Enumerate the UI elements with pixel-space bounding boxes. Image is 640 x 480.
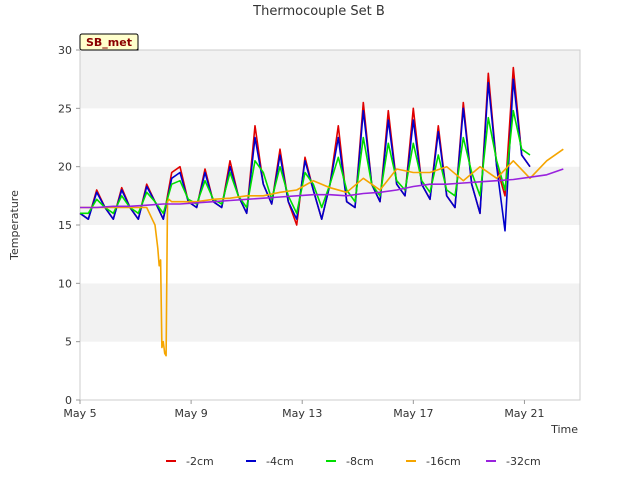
y-axis-label: Temperature xyxy=(8,190,21,261)
background-bands xyxy=(80,50,580,400)
x-tick-label-4: May 21 xyxy=(504,407,544,420)
x-axis-label: Time xyxy=(550,423,578,436)
chart-title: Thermocouple Set B xyxy=(252,4,385,19)
series-lines xyxy=(79,66,564,357)
legend-label-4: -32cm xyxy=(506,455,541,468)
y-tick-label-25: 25 xyxy=(58,102,72,115)
y-tick-label-5: 5 xyxy=(65,336,72,349)
y-axis-ticks: 0 5 10 15 20 25 30 xyxy=(58,44,80,407)
band-0 xyxy=(80,341,580,400)
legend-label-1: -4cm xyxy=(266,455,294,468)
band-20 xyxy=(80,108,580,167)
x-tick-label-3: May 17 xyxy=(393,407,433,420)
band-5 xyxy=(80,283,580,342)
x-tick-label-2: May 13 xyxy=(282,407,322,420)
y-tick-label-30: 30 xyxy=(58,44,72,57)
y-tick-label-10: 10 xyxy=(58,277,72,290)
legend-label-2: -8cm xyxy=(346,455,374,468)
y-tick-label-0: 0 xyxy=(65,394,72,407)
x-axis-ticks: May 5 May 9 May 13 May 17 May 21 xyxy=(63,400,545,420)
legend-label-3: -16cm xyxy=(426,455,461,468)
series-line-4 xyxy=(80,168,564,209)
annotation-badge: SB_met xyxy=(79,33,139,51)
y-tick-label-15: 15 xyxy=(58,219,72,232)
series-line-2 xyxy=(80,109,531,215)
x-tick-label-1: May 9 xyxy=(174,407,207,420)
band-10 xyxy=(80,225,580,284)
annotation-text: SB_met xyxy=(86,36,132,49)
y-tick-label-20: 20 xyxy=(58,161,72,174)
series-line-3 xyxy=(80,148,564,357)
legend: -2cm -4cm -8cm -16cm -32cm xyxy=(166,455,541,468)
band-25 xyxy=(80,50,580,109)
legend-label-0: -2cm xyxy=(186,455,214,468)
x-tick-label-0: May 5 xyxy=(63,407,96,420)
